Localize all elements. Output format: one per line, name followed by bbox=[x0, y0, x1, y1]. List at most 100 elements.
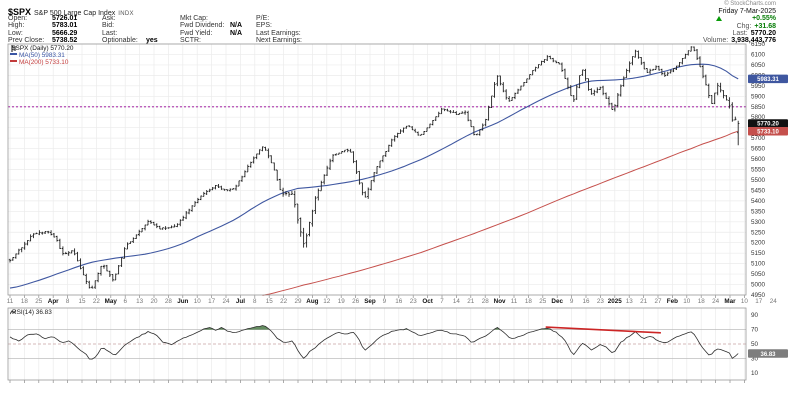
svg-text:70: 70 bbox=[751, 327, 759, 334]
svg-text:5770.20: 5770.20 bbox=[757, 122, 779, 128]
svg-text:20: 20 bbox=[150, 298, 158, 305]
svg-text:5200: 5200 bbox=[751, 240, 766, 247]
eps-label: EPS: bbox=[256, 22, 272, 30]
volume-label: Volume: bbox=[702, 37, 729, 45]
svg-text:24: 24 bbox=[222, 298, 230, 305]
pe-value bbox=[318, 15, 338, 22]
ma200-legend-row: MA(200) 5733.10 bbox=[10, 59, 73, 66]
rsi-line bbox=[9, 325, 739, 360]
ticker-exchange: INDX bbox=[118, 11, 134, 17]
svg-text:28: 28 bbox=[482, 298, 490, 305]
fwd-yield-label: Fwd Yield: bbox=[180, 29, 213, 37]
volume-value: 3,938,443,776 bbox=[731, 37, 776, 45]
svg-text:5350: 5350 bbox=[751, 208, 766, 215]
svg-text:10: 10 bbox=[741, 298, 749, 305]
optionable-label: Optionable: bbox=[102, 37, 138, 45]
svg-text:8: 8 bbox=[66, 298, 70, 305]
svg-text:29: 29 bbox=[294, 298, 302, 305]
sctr-value bbox=[230, 37, 256, 44]
open-value: 5726.01 bbox=[52, 15, 78, 22]
svg-text:11: 11 bbox=[7, 298, 14, 305]
svg-text:Sep: Sep bbox=[364, 298, 376, 305]
price-legend-row: $SPX (Daily) 5770.20 bbox=[10, 45, 73, 52]
svg-text:5250: 5250 bbox=[751, 229, 766, 236]
svg-text:5700: 5700 bbox=[751, 135, 766, 142]
svg-text:18: 18 bbox=[525, 298, 533, 305]
last-price-label: Last: bbox=[732, 29, 748, 37]
svg-text:4950: 4950 bbox=[751, 292, 766, 299]
prev-close-value: 5738.52 bbox=[52, 37, 78, 45]
svg-text:15: 15 bbox=[266, 298, 274, 305]
fwd-dividend-value: N/A bbox=[230, 22, 243, 30]
svg-text:18: 18 bbox=[698, 298, 706, 305]
ma200-line-swatch-icon bbox=[10, 60, 17, 62]
chg-value: +31.68 bbox=[754, 22, 776, 30]
open-label: Open: bbox=[8, 15, 28, 22]
low-value: 5666.29 bbox=[52, 29, 78, 37]
svg-text:8: 8 bbox=[253, 298, 257, 305]
svg-text:25: 25 bbox=[539, 298, 547, 305]
svg-text:6150: 6150 bbox=[751, 41, 766, 48]
eps-value bbox=[318, 22, 338, 29]
next-earnings-value bbox=[318, 37, 338, 44]
svg-text:12: 12 bbox=[323, 298, 331, 305]
svg-text:23: 23 bbox=[410, 298, 418, 305]
bid-label: Bid: bbox=[102, 22, 115, 30]
ask-value bbox=[146, 15, 180, 22]
svg-text:5300: 5300 bbox=[751, 219, 766, 226]
rsi-panel-legend: RSI(14) 36.83 bbox=[10, 309, 52, 316]
svg-text:5900: 5900 bbox=[751, 93, 766, 100]
ma50-legend-row: MA(50) 5983.31 bbox=[10, 52, 73, 59]
svg-text:Mar: Mar bbox=[724, 298, 736, 305]
svg-text:Nov: Nov bbox=[494, 298, 506, 305]
rsi-divergence-trendline bbox=[545, 326, 661, 334]
ma200-line bbox=[262, 130, 739, 296]
svg-text:Jun: Jun bbox=[177, 298, 188, 305]
svg-text:16: 16 bbox=[582, 298, 590, 305]
svg-text:7: 7 bbox=[440, 298, 444, 305]
svg-text:5800: 5800 bbox=[751, 114, 766, 121]
svg-text:27: 27 bbox=[654, 298, 662, 305]
svg-text:9: 9 bbox=[383, 298, 387, 305]
date-axis-labels: 11 18 25 Apr 8 15 22 May 6 13 20 28 Jun 10 17 24 Jul 8 15 2… bbox=[7, 298, 777, 305]
svg-text:17: 17 bbox=[208, 298, 216, 305]
svg-text:90: 90 bbox=[751, 312, 759, 319]
change-row: Chg: +31.68 bbox=[606, 23, 776, 30]
price-axis-labels: 4950 5000 5050 5100 5150 5200 5250 5300 5350 5400… bbox=[751, 41, 766, 299]
svg-text:6100: 6100 bbox=[751, 51, 766, 58]
stockcharts-credit: © StockCharts.com bbox=[724, 1, 776, 7]
high-value: 5783.01 bbox=[52, 22, 78, 30]
svg-text:21: 21 bbox=[640, 298, 648, 305]
svg-text:30: 30 bbox=[751, 355, 759, 362]
last-value bbox=[146, 30, 180, 37]
last-price-axis-box: 5770.20 bbox=[748, 119, 788, 128]
rsi-reference-lines bbox=[8, 329, 746, 359]
svg-text:5000: 5000 bbox=[751, 282, 766, 289]
svg-text:21: 21 bbox=[467, 298, 475, 305]
svg-text:15: 15 bbox=[78, 298, 86, 305]
svg-text:16: 16 bbox=[395, 298, 403, 305]
svg-text:6: 6 bbox=[123, 298, 127, 305]
svg-text:5950: 5950 bbox=[751, 83, 766, 90]
svg-text:5150: 5150 bbox=[751, 250, 766, 257]
chg-label: Chg: bbox=[736, 22, 752, 30]
bid-value bbox=[146, 22, 180, 29]
svg-text:22: 22 bbox=[93, 298, 101, 305]
fwd-dividend-label: Fwd Dividend: bbox=[180, 22, 225, 30]
svg-text:19: 19 bbox=[338, 298, 346, 305]
svg-text:5500: 5500 bbox=[751, 177, 766, 184]
ma200-axis-box: 5733.10 bbox=[748, 126, 788, 136]
ticker-name: S&P 500 Large Cap Index bbox=[34, 10, 116, 17]
ma50-line-swatch-icon bbox=[10, 53, 17, 55]
svg-text:17: 17 bbox=[755, 298, 763, 305]
high-label: High: bbox=[8, 22, 25, 30]
ticker-symbol: $SPX bbox=[8, 7, 32, 17]
svg-text:50: 50 bbox=[751, 341, 759, 348]
ma50-axis-box: 5983.31 bbox=[748, 74, 788, 83]
last-label: Last: bbox=[102, 29, 118, 37]
chart-header-title: $SPX S&P 500 Large Cap Index INDX bbox=[8, 2, 134, 20]
up-arrow-icon bbox=[716, 16, 722, 22]
svg-text:5100: 5100 bbox=[751, 261, 766, 268]
